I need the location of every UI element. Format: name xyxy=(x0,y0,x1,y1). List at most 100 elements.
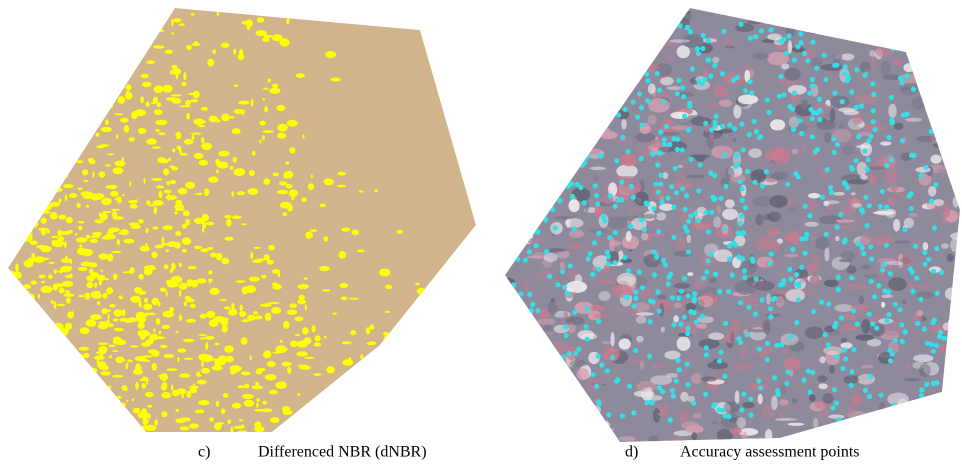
burn-patch xyxy=(179,23,185,26)
burn-patch xyxy=(138,128,146,134)
burn-patch xyxy=(24,329,30,336)
burn-patch xyxy=(342,425,351,430)
assessment-point xyxy=(931,349,936,354)
assessment-point xyxy=(866,157,871,162)
assessment-point xyxy=(852,24,857,29)
burn-patch xyxy=(29,179,40,187)
burn-patch xyxy=(208,176,218,182)
burn-patch xyxy=(41,218,47,224)
terrain-texture xyxy=(697,316,714,323)
assessment-point xyxy=(866,138,871,143)
burn-patch xyxy=(56,378,60,385)
terrain-texture xyxy=(923,57,940,62)
burn-patch xyxy=(95,430,100,436)
burn-patch xyxy=(57,109,68,112)
assessment-point xyxy=(616,112,621,117)
assessment-point xyxy=(519,181,524,186)
terrain-texture xyxy=(747,329,769,332)
assessment-point xyxy=(530,50,535,55)
assessment-point xyxy=(754,276,759,281)
assessment-point xyxy=(602,126,607,131)
terrain-texture xyxy=(507,168,521,180)
burn-patch xyxy=(107,36,109,40)
terrain-texture xyxy=(847,284,867,290)
terrain-texture xyxy=(763,320,771,335)
burn-patch xyxy=(166,195,178,200)
assessment-point xyxy=(570,194,575,199)
burn-patch xyxy=(15,293,22,297)
terrain-texture xyxy=(577,368,590,380)
terrain-texture xyxy=(713,85,728,98)
terrain-texture xyxy=(713,216,721,227)
burn-patch xyxy=(46,389,50,394)
assessment-point xyxy=(678,322,683,327)
burn-patch xyxy=(118,7,130,9)
assessment-point xyxy=(668,417,673,422)
assessment-point xyxy=(865,167,870,172)
burn-patch xyxy=(233,157,238,163)
burn-patch xyxy=(27,399,35,407)
burn-patch xyxy=(12,90,20,97)
burn-patch xyxy=(25,432,28,436)
terrain-texture xyxy=(711,421,719,424)
burn-patch xyxy=(324,236,329,242)
burn-patch xyxy=(7,428,15,433)
terrain-texture xyxy=(870,56,876,68)
burn-patch xyxy=(152,12,155,17)
terrain-texture xyxy=(893,219,900,232)
burn-patch xyxy=(162,85,173,93)
burn-patch xyxy=(18,180,22,187)
assessment-point xyxy=(745,169,750,174)
burn-patch xyxy=(19,69,25,74)
terrain-texture xyxy=(507,19,519,26)
terrain-texture xyxy=(888,197,894,205)
assessment-point xyxy=(656,229,661,234)
assessment-point xyxy=(606,261,611,266)
assessment-point xyxy=(545,179,550,184)
burn-patch xyxy=(88,158,94,162)
burn-patch xyxy=(195,410,205,414)
burn-patch xyxy=(111,209,120,211)
burn-patch xyxy=(66,359,70,364)
terrain-texture xyxy=(809,394,816,402)
burn-patch xyxy=(305,402,314,408)
burn-patch xyxy=(96,133,100,137)
assessment-point xyxy=(926,257,931,262)
terrain-texture xyxy=(557,124,566,135)
burn-patch xyxy=(65,323,72,330)
assessment-point xyxy=(535,308,540,313)
burn-patch xyxy=(20,378,27,382)
assessment-point xyxy=(574,25,579,30)
terrain-texture xyxy=(500,158,504,170)
terrain-texture xyxy=(806,7,814,12)
assessment-point xyxy=(758,134,763,139)
assessment-point xyxy=(586,412,591,417)
assessment-point xyxy=(653,182,658,187)
burn-patch xyxy=(86,115,93,121)
terrain-texture xyxy=(870,175,876,185)
burn-patch xyxy=(130,225,141,230)
assessment-point xyxy=(935,291,940,296)
burn-patch xyxy=(171,98,181,104)
burn-patch xyxy=(63,184,73,188)
burn-patch xyxy=(138,322,145,329)
burn-patch xyxy=(117,239,120,245)
assessment-point xyxy=(556,28,561,33)
terrain-texture xyxy=(865,33,873,46)
assessment-point xyxy=(675,147,680,152)
terrain-texture xyxy=(708,332,724,340)
terrain-texture xyxy=(648,98,670,113)
panel-letter: c) xyxy=(198,444,210,461)
terrain-texture xyxy=(881,294,893,298)
assessment-point xyxy=(519,368,524,373)
burn-patch xyxy=(29,406,40,408)
terrain-texture xyxy=(602,128,611,135)
burn-patch xyxy=(90,235,100,238)
assessment-point xyxy=(799,265,804,270)
burn-patch xyxy=(254,426,264,432)
assessment-point xyxy=(527,249,532,254)
burn-patch xyxy=(63,25,73,28)
assessment-point xyxy=(919,387,924,392)
burn-patch xyxy=(275,382,286,389)
terrain-texture xyxy=(754,376,772,380)
